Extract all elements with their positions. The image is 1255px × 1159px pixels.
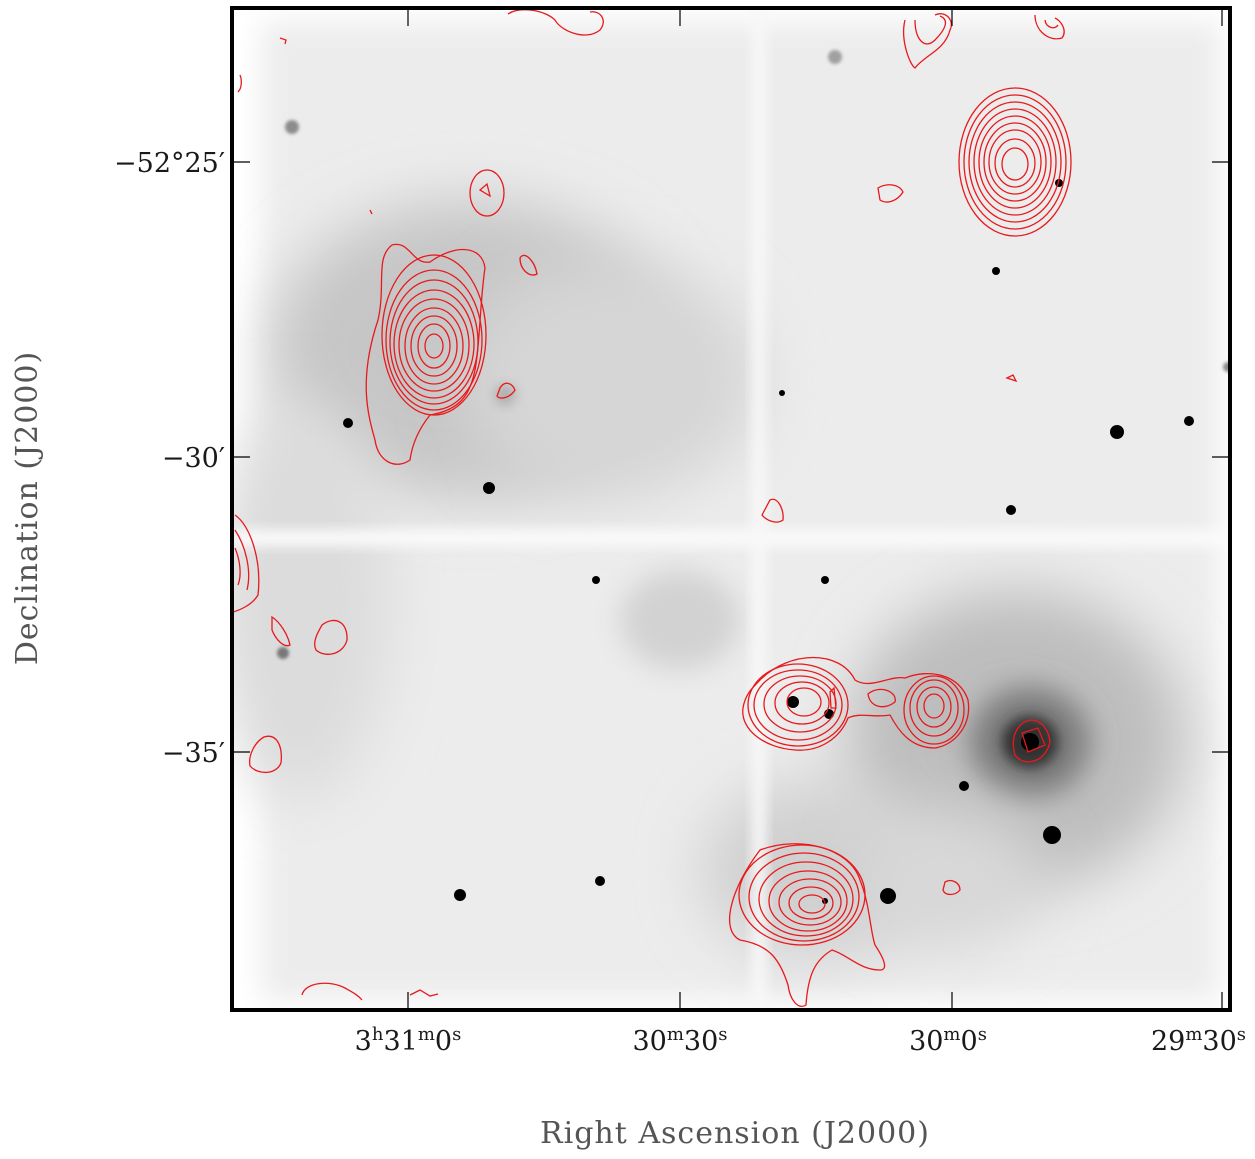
dec-tick-label: −30′ <box>162 443 225 474</box>
dec-tick-label: −52°25′ <box>114 148 225 179</box>
dec-tick-label: −35′ <box>162 738 225 769</box>
x-axis-label: Right Ascension (J2000) <box>540 1116 930 1151</box>
optical-image <box>232 8 1230 1010</box>
plot-frame <box>230 6 1232 1012</box>
contour-source-nw <box>365 243 487 465</box>
contour-source-ne <box>958 87 1072 237</box>
ra-tick-label: 30m0s <box>909 1024 987 1057</box>
contour-source-s <box>728 843 886 1007</box>
ra-tick-labels: 3h31m0s 30m30s 30m0s 29m30s <box>355 1024 1246 1057</box>
contour-source-pair <box>742 656 970 751</box>
ra-tick-label: 30m30s <box>632 1024 727 1057</box>
y-axis-label: Declination (J2000) <box>10 351 45 665</box>
tick-marks <box>232 8 1230 1010</box>
ra-tick-label: 3h31m0s <box>355 1024 462 1057</box>
dec-tick-labels: −52°25′ −30′ −35′ <box>114 148 225 769</box>
radio-contours <box>232 9 1072 1007</box>
ra-tick-label: 29m30s <box>1151 1024 1246 1057</box>
